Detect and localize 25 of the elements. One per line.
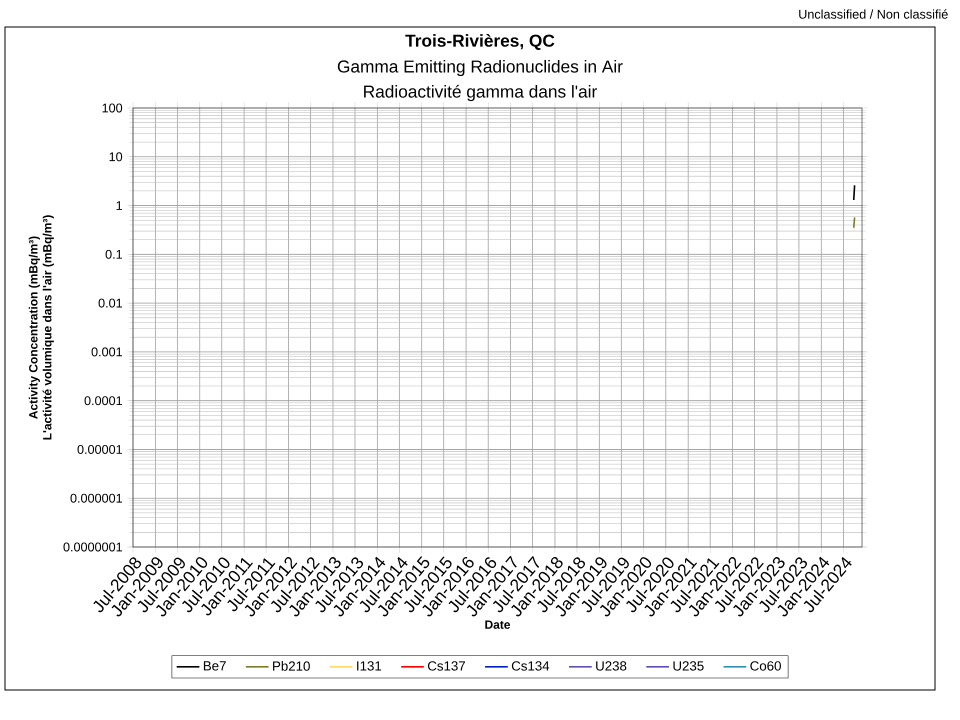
text: Unclassified / Non classifié [799,9,948,19]
legend-label: Pb210 [273,661,310,671]
y-tick-label: 0.000001 [70,494,122,503]
chart-title: Trois-Rivières, QC [405,34,554,50]
y-tick-label: 0.0001 [84,396,122,406]
legend-label: U235 [673,661,704,671]
text: Gamma Emitting Radionuclides in Air [338,60,623,76]
y-tick-label: 0.1 [106,250,122,259]
legend-label: Cs137 [428,661,466,671]
legend-label: U238 [596,661,626,671]
y-tick-label: 100 [102,104,122,112]
x-axis-title: Date [485,620,510,629]
y-tick-label: 0.00001 [78,444,122,454]
y-tick-label: 0.0000001 [63,542,122,552]
legend-label: Cs134 [512,661,550,671]
y-tick-label: 0.01 [98,298,122,308]
legend-label: Co60 [750,661,781,671]
text: Activity Concentration (mBq/m³) [28,236,40,419]
text: L'activité volumique dans l'air (mBq/m³) [42,215,54,440]
y-tick-label: 10 [110,152,122,162]
text: Radioactivité gamma dans l'air [364,84,597,102]
legend-label: Be7 [204,661,226,671]
legend-label: I131 [357,661,382,671]
y-tick-label: 1 [116,201,122,210]
y-tick-label: 0.001 [92,347,122,356]
